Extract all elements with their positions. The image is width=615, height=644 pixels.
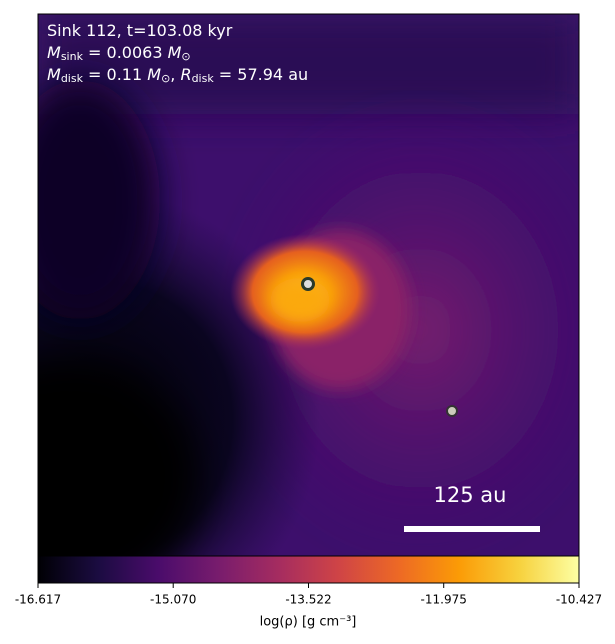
annotation-part: Sink 112, t=103.08 kyr <box>47 21 233 40</box>
colorbar-label: log(ρ) [g cm⁻³] <box>260 615 357 630</box>
annotation-part: disk <box>192 72 215 85</box>
sink-marker <box>446 405 458 417</box>
annotation-part: disk <box>61 72 84 85</box>
scale-label: 125 au <box>434 483 507 507</box>
annotation-part: M <box>168 43 182 62</box>
annotation-part: = 57.94 au <box>214 65 308 84</box>
tick-label: -16.617 <box>15 593 61 607</box>
annotation: Mdisk = 0.11 M⊙, Rdisk = 57.94 au <box>47 65 308 86</box>
annotation-part: = 0.0063 <box>83 43 168 62</box>
annotation: Sink 112, t=103.08 kyr <box>47 21 233 40</box>
scale-bar <box>404 526 540 532</box>
tick-label: -13.522 <box>285 593 331 607</box>
tick-label: -10.427 <box>556 593 602 607</box>
annotation-part: , <box>170 65 180 84</box>
annotation-part: ⊙ <box>181 50 190 63</box>
tick-label: -11.975 <box>421 593 467 607</box>
annotation-part: ⊙ <box>161 72 170 85</box>
annotation-part: sink <box>61 50 84 63</box>
colorbar <box>37 555 580 584</box>
annotation-part: M <box>47 43 61 62</box>
annotation-part: R <box>180 65 191 84</box>
colorbar-ticks: -16.617 -15.070 -13.522 -11.975 -10.427 <box>15 583 602 607</box>
annotation-part: M <box>147 65 161 84</box>
annotation-part: = 0.11 <box>83 65 147 84</box>
sink-marker <box>301 277 315 291</box>
annotation-part: M <box>47 65 61 84</box>
tick-label: -15.070 <box>150 593 196 607</box>
density-map <box>38 14 579 556</box>
annotation: Msink = 0.0063 M⊙ <box>47 43 191 64</box>
